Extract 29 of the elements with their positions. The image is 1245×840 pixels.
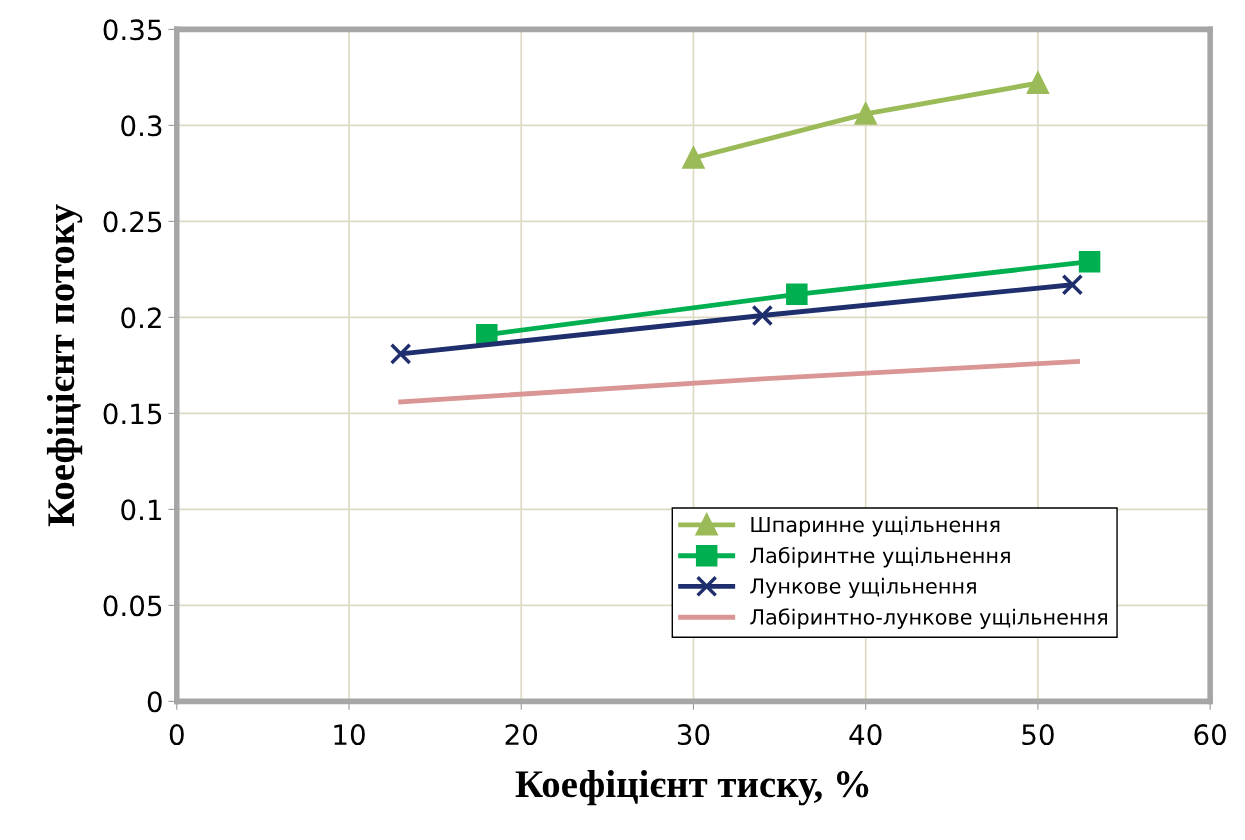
x-tick-label: 20	[505, 724, 538, 746]
x-tick-label: 0	[169, 724, 184, 746]
y-tick-label: 0.35	[103, 19, 162, 41]
x-tick-label: 40	[849, 724, 882, 746]
x-axis-title: Коефіцієнт тиску, %	[515, 769, 869, 806]
y-axis-title: Коефіцієнт потоку	[46, 204, 83, 527]
point	[1078, 250, 1101, 273]
y-tick-label: 0.1	[121, 499, 162, 521]
y-tick-label: 0.3	[121, 115, 162, 137]
y-tick-label: 0.25	[103, 211, 162, 233]
point	[1061, 273, 1084, 296]
legend-label: Лабіринтно-лункове ущільнення	[750, 608, 1107, 629]
y-tick-label: 0.05	[103, 595, 162, 617]
x-tick-label: 60	[1194, 724, 1226, 746]
y-tick-label: 0.2	[121, 307, 161, 329]
y-tick-label: 0	[147, 691, 162, 713]
legend-label: Лабіринтне ущільнення	[750, 546, 1010, 568]
point	[751, 304, 774, 327]
point	[786, 283, 808, 306]
x-tick-label: 10	[334, 724, 365, 746]
x-tick-label: 30	[677, 724, 710, 746]
point	[389, 343, 412, 365]
y-tick-label: 0.15	[103, 403, 162, 425]
point	[1027, 72, 1049, 94]
x-tick-label: 50	[1022, 724, 1054, 746]
point	[682, 147, 705, 169]
legend-label: Лункове ущільнення	[750, 577, 976, 598]
point	[854, 103, 877, 125]
legend-label: Шпаринне ущільнення	[751, 516, 1000, 537]
